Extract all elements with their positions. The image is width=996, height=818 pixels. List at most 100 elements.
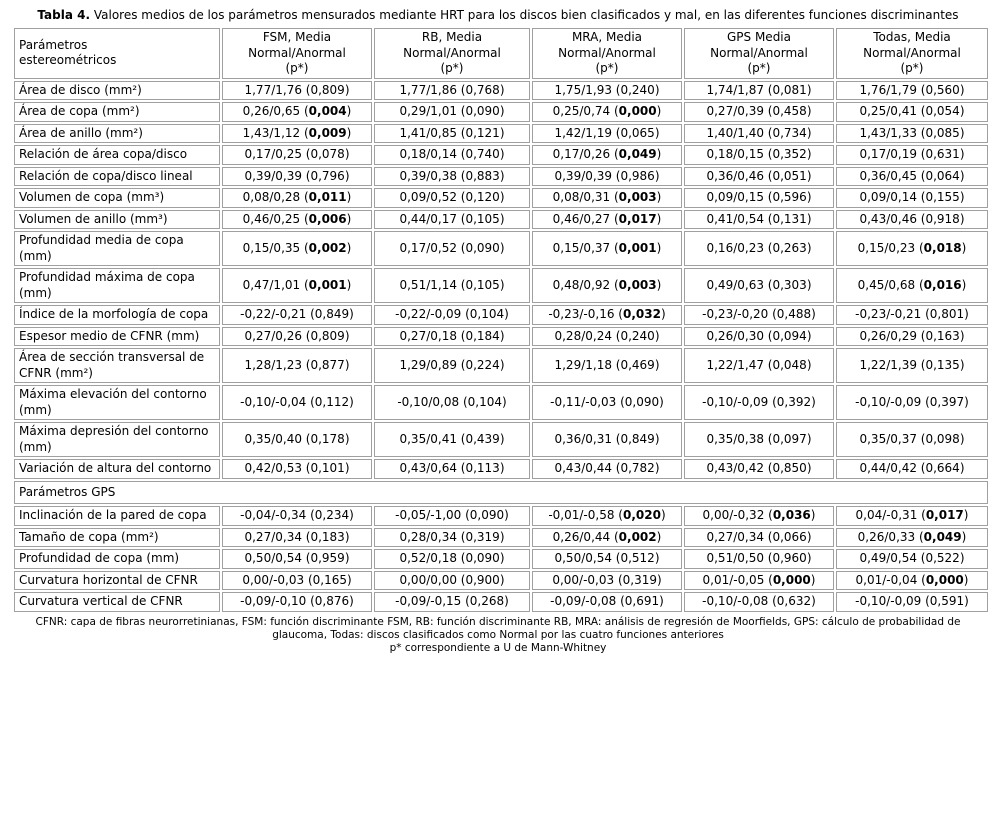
cell-text: -0,10/-0,04 (0,112)	[240, 394, 354, 409]
cell-text: 0,26/0,44 (	[552, 529, 619, 544]
value-cell: 0,43/0,42 (0,850)	[684, 459, 834, 479]
header-cell: GPS Media Normal/Anormal (p*)	[684, 28, 834, 79]
cell-text: 0,41/0,54 (0,131)	[706, 211, 812, 226]
value-cell: 0,18/0,15 (0,352)	[684, 145, 834, 165]
value-cell: 0,18/0,14 (0,740)	[374, 145, 530, 165]
value-cell: 0,51/1,14 (0,105)	[374, 268, 530, 303]
cell-text: )	[961, 529, 967, 544]
value-cell: 0,25/0,74 (0,000)	[532, 102, 682, 122]
cell-text: 0,27/0,34 (0,183)	[244, 529, 350, 544]
header-line: Normal/Anormal	[863, 45, 961, 60]
row-label: Área de sección transversal de CFNR (mm²…	[19, 350, 205, 380]
cell-text: -0,10/0,08 (0,104)	[397, 394, 507, 409]
cell-text: 0,51/0,50 (0,960)	[706, 551, 812, 565]
row-label-cell: Área de anillo (mm²)	[14, 123, 220, 143]
value-cell: 0,00/-0,03 (0,319)	[532, 570, 682, 590]
cell-text: 1,77/1,86 (0,768)	[399, 82, 505, 97]
value-cell: 1,77/1,86 (0,768)	[374, 80, 530, 100]
cell-text: 0,28/0,34 (0,319)	[399, 529, 505, 544]
cell-text: )	[810, 508, 816, 522]
value-cell: 0,26/0,29 (0,163)	[836, 326, 988, 346]
header-line: FSM, Media	[262, 30, 332, 44]
value-cell: 1,42/1,19 (0,065)	[532, 123, 682, 143]
cell-text: 0,08/0,28 (	[242, 190, 309, 204]
significant-p: 0,017	[925, 508, 964, 522]
cell-text: -0,09/-0,15 (0,268)	[395, 594, 509, 608]
value-cell: 0,41/0,54 (0,131)	[684, 209, 834, 229]
cell-text: )	[346, 240, 352, 255]
cell-text: )	[963, 508, 969, 522]
significant-p: 0,049	[923, 529, 962, 544]
value-cell: 0,28/0,34 (0,319)	[374, 527, 530, 547]
row-label-cell: Área de copa (mm²)	[14, 102, 220, 122]
value-cell: 0,27/0,18 (0,184)	[374, 326, 530, 346]
cell-text: 0,27/0,39 (0,458)	[706, 104, 812, 118]
cell-text: -0,23/-0,20 (0,488)	[702, 307, 816, 321]
value-cell: 0,26/0,30 (0,094)	[684, 326, 834, 346]
value-cell: -0,10/-0,09 (0,591)	[836, 592, 988, 612]
significant-p: 0,000	[618, 104, 657, 118]
cell-text: )	[346, 104, 352, 118]
value-cell: 0,08/0,31 (0,003)	[532, 188, 682, 208]
cell-text: -0,10/-0,09 (0,397)	[855, 394, 969, 409]
row-label-cell: Área de sección transversal de CFNR (mm²…	[14, 348, 220, 383]
row-label: Profundidad media de copa (mm)	[19, 233, 184, 263]
value-cell: 0,49/0,63 (0,303)	[684, 268, 834, 303]
cell-text: 1,22/1,39 (0,135)	[859, 357, 965, 372]
page: {"title": {"label": "Tabla 4.", "text": …	[0, 8, 996, 818]
table-row: Área de copa (mm²) 0,26/0,65 (0,004) 0,29/…	[14, 102, 988, 122]
cell-text: )	[346, 125, 352, 140]
cell-text: 1,28/1,23 (0,877)	[244, 357, 350, 372]
value-cell: 0,00/-0,32 (0,036)	[684, 506, 834, 526]
cell-text: 1,29/0,89 (0,224)	[399, 357, 505, 372]
table-row: Tamaño de copa (mm²) 0,27/0,34 (0,183) 0,2…	[14, 527, 988, 547]
header-line: (p*)	[900, 61, 924, 75]
cell-text: 0,17/0,25 (0,078)	[244, 147, 350, 161]
value-cell: 0,46/0,27 (0,017)	[532, 209, 682, 229]
cell-text: 0,39/0,39 (0,796)	[244, 168, 350, 183]
row-label-cell: Relación de copa/disco lineal	[14, 166, 220, 186]
value-cell: 0,04/-0,31 (0,017)	[836, 506, 988, 526]
cell-text: 0,27/0,26 (0,809)	[244, 328, 350, 343]
value-cell: 0,27/0,34 (0,183)	[222, 527, 372, 547]
value-cell: 0,35/0,38 (0,097)	[684, 422, 834, 457]
value-cell: -0,23/-0,20 (0,488)	[684, 305, 834, 325]
value-cell: 1,43/1,33 (0,085)	[836, 123, 988, 143]
value-cell: -0,10/-0,08 (0,632)	[684, 592, 834, 612]
header-cell: Parámetros estereométricos	[14, 28, 220, 79]
row-label-cell: Variación de altura del contorno	[14, 459, 220, 479]
cell-text: 1,43/1,12 (	[242, 125, 309, 140]
cell-text: 0,46/0,25 (	[242, 211, 309, 226]
significant-p: 0,036	[772, 508, 811, 522]
cell-text: 0,46/0,27 (	[552, 211, 619, 226]
footnote: p* correspondiente a U de Mann-Whitney	[389, 641, 607, 654]
table-row: Volumen de copa (mm³) 0,08/0,28 (0,011) 0,…	[14, 188, 988, 208]
cell-text: 0,15/0,37 (	[552, 240, 619, 255]
value-cell: 0,28/0,24 (0,240)	[532, 326, 682, 346]
cell-text: 0,09/0,15 (0,596)	[706, 190, 812, 204]
cell-text: )	[656, 211, 662, 226]
cell-text: 0,44/0,17 (0,105)	[399, 211, 505, 226]
value-cell: 1,22/1,39 (0,135)	[836, 348, 988, 383]
significant-p: 0,020	[622, 508, 661, 522]
row-label: Tamaño de copa (mm²)	[19, 529, 159, 544]
cell-text: 1,77/1,76 (0,809)	[244, 82, 350, 97]
cell-text: 0,27/0,34 (0,066)	[706, 529, 812, 544]
cell-text: 0,01/-0,04 (	[855, 572, 926, 587]
cell-text: 0,44/0,42 (0,664)	[859, 461, 965, 475]
row-label-cell: Volumen de anillo (mm³)	[14, 209, 220, 229]
row-label-cell: Volumen de copa (mm³)	[14, 188, 220, 208]
header-line: Normal/Anormal	[558, 45, 656, 60]
value-cell: 0,46/0,25 (0,006)	[222, 209, 372, 229]
value-cell: 0,00/-0,03 (0,165)	[222, 570, 372, 590]
cell-text: )	[656, 277, 662, 292]
value-cell: 0,09/0,14 (0,155)	[836, 188, 988, 208]
value-cell: 0,17/0,52 (0,090)	[374, 231, 530, 266]
value-cell: 1,75/1,93 (0,240)	[532, 80, 682, 100]
cell-text: )	[963, 572, 969, 587]
cell-text: 1,42/1,19 (0,065)	[554, 125, 660, 140]
value-cell: -0,10/0,08 (0,104)	[374, 385, 530, 420]
cell-text: -0,23/-0,16 (	[548, 307, 623, 321]
value-cell: 0,26/0,44 (0,002)	[532, 527, 682, 547]
significant-p: 0,000	[772, 572, 811, 587]
